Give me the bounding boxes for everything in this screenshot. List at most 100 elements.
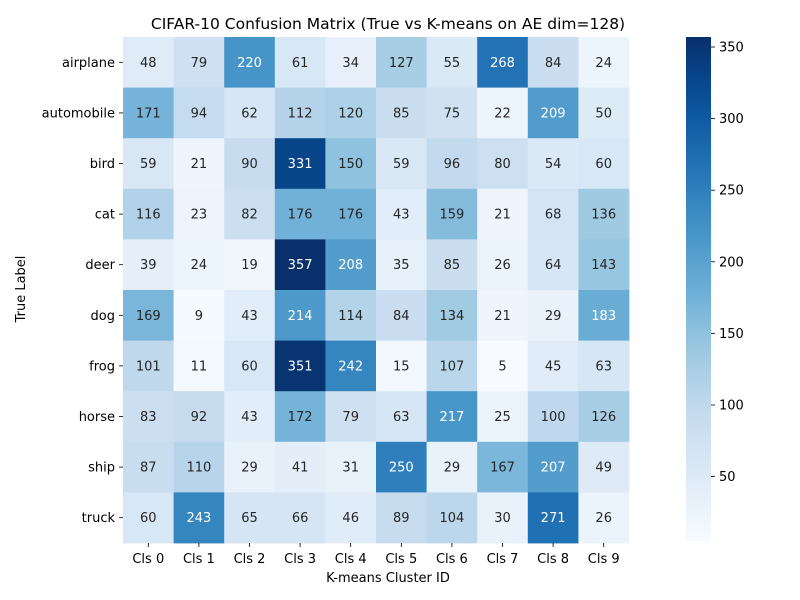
cell-value-label: 11 (191, 359, 208, 374)
y-tick-label: cat (95, 208, 115, 223)
heatmap-cell (477, 492, 529, 544)
cell-value-label: 96 (444, 157, 461, 172)
heatmap-cell (173, 441, 225, 493)
cell-value-label: 171 (136, 106, 161, 121)
cell-value-label: 29 (545, 309, 562, 324)
cell-value-label: 39 (140, 258, 157, 273)
colorbar-tick-label: 350 (719, 41, 744, 56)
heatmap-cell (123, 138, 174, 190)
heatmap-cell (274, 87, 326, 139)
cell-value-label: 116 (136, 208, 161, 223)
heatmap-cell (224, 441, 276, 493)
heatmap-cell (224, 87, 276, 139)
heatmap-cell (527, 138, 579, 190)
heatmap-cell (224, 492, 276, 544)
cell-value-label: 172 (288, 410, 313, 425)
cell-value-label: 112 (288, 106, 313, 121)
heatmap-cell (477, 441, 529, 493)
cell-value-label: 242 (338, 359, 363, 374)
cell-value-label: 176 (338, 208, 363, 223)
cell-value-label: 24 (191, 258, 208, 273)
cell-value-label: 60 (595, 157, 612, 172)
cell-value-label: 15 (393, 359, 410, 374)
y-tick-label: dog (91, 309, 115, 324)
heatmap-cell (376, 138, 427, 190)
cell-value-label: 75 (444, 106, 461, 121)
cell-value-label: 220 (237, 56, 262, 71)
heatmap-cell (477, 87, 529, 139)
cell-value-label: 46 (342, 511, 359, 526)
heatmap-cell (426, 87, 478, 139)
cell-value-label: 209 (541, 106, 566, 121)
cell-value-label: 26 (494, 258, 511, 273)
heatmap-cell (173, 87, 225, 139)
colorbar-tick-label: 150 (719, 327, 744, 342)
heatmap-cell (123, 340, 174, 392)
heatmap-cell (426, 441, 478, 493)
cell-value-label: 100 (541, 410, 566, 425)
cell-value-label: 43 (241, 309, 258, 324)
cell-value-label: 55 (444, 56, 461, 71)
cell-value-label: 24 (595, 56, 612, 71)
heatmap-cell (173, 239, 225, 291)
cell-value-label: 176 (288, 208, 313, 223)
y-tick-label: automobile (42, 106, 115, 121)
cell-value-label: 89 (393, 511, 410, 526)
heatmap-cell (527, 37, 579, 88)
cell-value-label: 87 (140, 461, 157, 476)
cell-value-label: 63 (595, 359, 612, 374)
cell-value-label: 64 (545, 258, 562, 273)
heatmap-cell (173, 138, 225, 190)
heatmap-cell (477, 391, 529, 443)
heatmap-cell (274, 138, 326, 190)
colorbar-tick-label: 250 (719, 184, 744, 199)
cell-value-label: 110 (186, 461, 211, 476)
chart-title: CIFAR-10 Confusion Matrix (True vs K-mea… (151, 15, 625, 33)
cell-value-label: 9 (195, 309, 203, 324)
heatmap-cell (123, 441, 174, 493)
cell-value-label: 68 (545, 208, 562, 223)
heatmap-cell (426, 188, 478, 240)
heatmap-cell (477, 239, 529, 291)
heatmap-cell (376, 87, 427, 139)
heatmap-cell (123, 87, 174, 139)
heatmap-cell (325, 290, 377, 341)
cell-value-label: 35 (393, 258, 410, 273)
cell-value-label: 85 (444, 258, 461, 273)
heatmap-cell (578, 239, 630, 291)
heatmap-cell (224, 239, 276, 291)
cell-value-label: 23 (191, 208, 208, 223)
x-tick-label: Cls 8 (537, 552, 569, 567)
heatmap-cell (325, 138, 377, 190)
cell-value-label: 30 (494, 511, 511, 526)
cell-value-label: 208 (338, 258, 363, 273)
cell-value-label: 63 (393, 410, 410, 425)
cell-value-label: 126 (591, 410, 616, 425)
heatmap-cell (325, 492, 377, 544)
heatmap-cell (376, 37, 427, 88)
heatmap-cell (376, 441, 427, 493)
cell-value-label: 29 (444, 461, 461, 476)
y-axis-label: True Label (14, 256, 29, 324)
heatmap-cell (274, 391, 326, 443)
y-tick-label: deer (85, 258, 115, 273)
heatmap-cell (224, 340, 276, 392)
heatmap-cell (123, 290, 174, 341)
heatmap-cell (527, 239, 579, 291)
heatmap-cell (578, 340, 630, 392)
cell-value-label: 80 (494, 157, 511, 172)
cell-value-label: 250 (389, 461, 414, 476)
heatmap-cell (173, 492, 225, 544)
y-tick-label: horse (79, 410, 115, 425)
heatmap-cell (123, 239, 174, 291)
colorbar-ticks: 50 100 150 200 250 300 350 (711, 41, 744, 485)
x-tick-label: Cls 5 (385, 552, 417, 567)
x-tick-label: Cls 9 (588, 552, 620, 567)
cell-value-label: 271 (541, 511, 566, 526)
cell-value-label: 59 (393, 157, 410, 172)
cell-value-label: 167 (490, 461, 515, 476)
x-tick-label: Cls 3 (284, 552, 316, 567)
heatmap-cell (477, 138, 529, 190)
heatmap-cell (578, 138, 630, 190)
colorbar-tick-label: 300 (719, 112, 744, 127)
